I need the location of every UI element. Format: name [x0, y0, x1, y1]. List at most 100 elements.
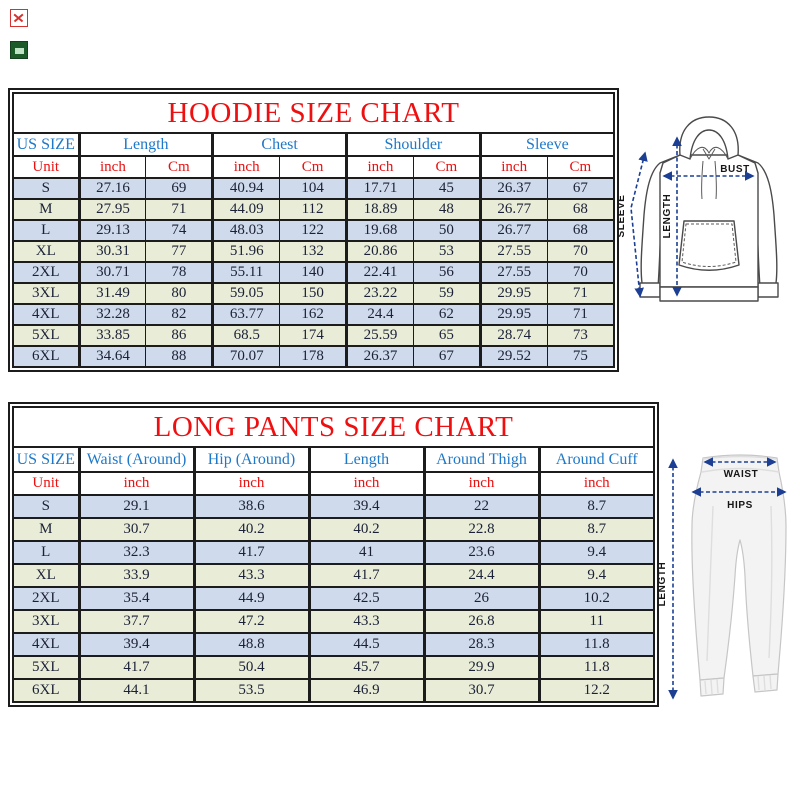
value-cell: 75 — [546, 345, 615, 368]
value-cell: 41.7 — [77, 655, 195, 680]
value-cell: 24.4 — [422, 563, 540, 588]
value-cell: 65 — [412, 324, 481, 347]
value-cell: 70 — [546, 261, 615, 284]
unit-cell: inch — [307, 471, 425, 496]
value-cell: 27.95 — [77, 198, 147, 221]
table-row: S 27.16 69 40.94 104 17.71 45 26.37 67 — [12, 177, 615, 200]
unit-label: Unit — [12, 471, 80, 496]
value-cell: 71 — [546, 282, 615, 305]
value-cell: 27.55 — [478, 240, 548, 263]
value-cell: 34.64 — [77, 345, 147, 368]
hoodie-measurement-diagram: BUST LENGTH SLEEVE — [616, 103, 800, 311]
pants-measurement-diagram: WAIST HIPS LENGTH — [645, 446, 800, 706]
hip-header: Hip (Around) — [192, 446, 310, 473]
value-cell: 11.8 — [537, 632, 655, 657]
value-cell: 39.4 — [77, 632, 195, 657]
value-cell: 37.7 — [77, 609, 195, 634]
value-cell: 74 — [145, 219, 214, 242]
long-pants-size-chart: LONG PANTS SIZE CHART US SIZE Waist (Aro… — [8, 402, 659, 707]
table-row: 4XL 39.4 48.8 44.5 28.3 11.8 — [12, 632, 655, 657]
value-cell: 104 — [279, 177, 347, 200]
hoodie-hem — [659, 286, 759, 302]
value-cell: 44.5 — [307, 632, 425, 657]
size-cell: 3XL — [12, 282, 80, 305]
value-cell: 26.77 — [478, 198, 548, 221]
value-cell: 9.4 — [537, 540, 655, 565]
value-cell: 30.7 — [422, 678, 540, 703]
value-cell: 62 — [412, 303, 481, 326]
table-row: 3XL 37.7 47.2 43.3 26.8 11 — [12, 609, 655, 634]
value-cell: 45.7 — [307, 655, 425, 680]
table-row: 6XL 34.64 88 70.07 178 26.37 67 29.52 75 — [12, 345, 615, 368]
value-cell: 88 — [145, 345, 214, 368]
unit-cell: inch — [211, 155, 281, 179]
value-cell: 55.11 — [211, 261, 281, 284]
value-cell: 27.16 — [77, 177, 147, 200]
value-cell: 30.31 — [77, 240, 147, 263]
value-cell: 29.52 — [478, 345, 548, 368]
table-row: 5XL 41.7 50.4 45.7 29.9 11.8 — [12, 655, 655, 680]
pants-illustration: WAIST HIPS LENGTH — [657, 454, 787, 700]
value-cell: 26.8 — [422, 609, 540, 634]
value-cell: 63.77 — [211, 303, 281, 326]
unit-cell: Cm — [546, 155, 615, 179]
us-size-header: US SIZE — [12, 446, 80, 473]
table-row: 6XL 44.1 53.5 46.9 30.7 12.2 — [12, 678, 655, 703]
hoodie-illustration: BUST LENGTH SLEEVE — [616, 116, 779, 302]
value-cell: 11 — [537, 609, 655, 634]
value-cell: 82 — [145, 303, 214, 326]
waist-label: WAIST — [724, 469, 759, 480]
value-cell: 46.9 — [307, 678, 425, 703]
value-cell: 26.77 — [478, 219, 548, 242]
shoulder-group-header: Shoulder — [345, 132, 481, 157]
value-cell: 23.22 — [345, 282, 414, 305]
table-unit-row: Unit inch Cm inch Cm inch Cm inch Cm — [12, 155, 615, 179]
value-cell: 11.8 — [537, 655, 655, 680]
size-cell: XL — [12, 563, 80, 588]
table-header-row: US SIZE Waist (Around) Hip (Around) Leng… — [12, 446, 655, 473]
table-unit-row: Unit inch inch inch inch inch — [12, 471, 655, 496]
value-cell: 53.5 — [192, 678, 310, 703]
value-cell: 71 — [546, 303, 615, 326]
value-cell: 51.96 — [211, 240, 281, 263]
value-cell: 10.2 — [537, 586, 655, 611]
table-row: XL 30.31 77 51.96 132 20.86 53 27.55 70 — [12, 240, 615, 263]
value-cell: 30.7 — [77, 517, 195, 542]
value-cell: 50.4 — [192, 655, 310, 680]
value-cell: 31.49 — [77, 282, 147, 305]
value-cell: 26 — [422, 586, 540, 611]
table-row: M 30.7 40.2 40.2 22.8 8.7 — [12, 517, 655, 542]
cuff-header: Around Cuff — [537, 446, 655, 473]
value-cell: 26.37 — [345, 345, 414, 368]
value-cell: 8.7 — [537, 517, 655, 542]
hips-label: HIPS — [727, 500, 753, 511]
value-cell: 33.85 — [77, 324, 147, 347]
hoodie-pocket — [678, 220, 740, 271]
size-cell: S — [12, 494, 80, 519]
hoodie-chart-title: HOODIE SIZE CHART — [12, 92, 615, 134]
value-cell: 42.5 — [307, 586, 425, 611]
value-cell: 20.86 — [345, 240, 414, 263]
value-cell: 59 — [412, 282, 481, 305]
value-cell: 17.71 — [345, 177, 414, 200]
size-cell: M — [12, 517, 80, 542]
value-cell: 150 — [279, 282, 347, 305]
value-cell: 56 — [412, 261, 481, 284]
size-cell: 2XL — [12, 261, 80, 284]
value-cell: 26.37 — [478, 177, 548, 200]
value-cell: 112 — [279, 198, 347, 221]
size-cell: 5XL — [12, 655, 80, 680]
value-cell: 50 — [412, 219, 481, 242]
value-cell: 174 — [279, 324, 347, 347]
us-size-header: US SIZE — [12, 132, 80, 157]
value-cell: 29.1 — [77, 494, 195, 519]
value-cell: 71 — [145, 198, 214, 221]
size-cell: 6XL — [12, 678, 80, 703]
value-cell: 33.9 — [77, 563, 195, 588]
size-cell: S — [12, 177, 80, 200]
unit-cell: inch — [478, 155, 548, 179]
unit-cell: inch — [422, 471, 540, 496]
sleeve-label: SLEEVE — [618, 194, 627, 237]
table-row: L 29.13 74 48.03 122 19.68 50 26.77 68 — [12, 219, 615, 242]
broken-image-icon — [10, 9, 28, 27]
